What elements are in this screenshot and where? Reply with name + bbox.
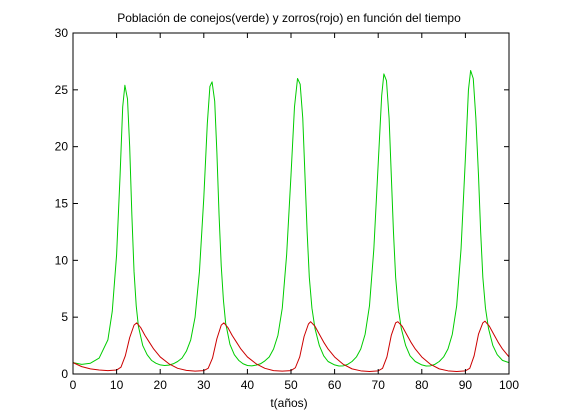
x-axis-ticks: 0 10 20 30 40 50 60 70 80 90 100: [70, 33, 519, 392]
series-layer: [72, 70, 510, 372]
chart-title: Población de conejos(verde) y zorros(roj…: [117, 11, 461, 25]
y-axis-ticks: 0 5 10 15 20 25 30: [55, 26, 509, 381]
x-tick-label: 90: [459, 378, 473, 392]
series-line-2: [72, 320, 510, 372]
x-tick-label: 40: [241, 378, 255, 392]
x-tick-label: 10: [110, 378, 124, 392]
x-tick-label: 70: [372, 378, 386, 392]
y-tick-label: 10: [55, 253, 69, 267]
series-line-1: [72, 70, 510, 367]
x-tick-label: 50: [284, 378, 298, 392]
y-tick-label: 0: [61, 367, 68, 381]
y-tick-label: 25: [55, 83, 69, 97]
x-tick-label: 0: [70, 378, 77, 392]
x-tick-label: 80: [415, 378, 429, 392]
y-tick-label: 30: [55, 26, 69, 40]
x-tick-label: 30: [197, 378, 211, 392]
x-tick-label: 60: [328, 378, 342, 392]
y-tick-label: 20: [55, 140, 69, 154]
x-tick-label: 100: [499, 378, 519, 392]
x-axis-label: t(años): [270, 396, 307, 410]
y-tick-label: 15: [55, 197, 69, 211]
x-tick-label: 20: [154, 378, 168, 392]
y-tick-label: 5: [61, 310, 68, 324]
